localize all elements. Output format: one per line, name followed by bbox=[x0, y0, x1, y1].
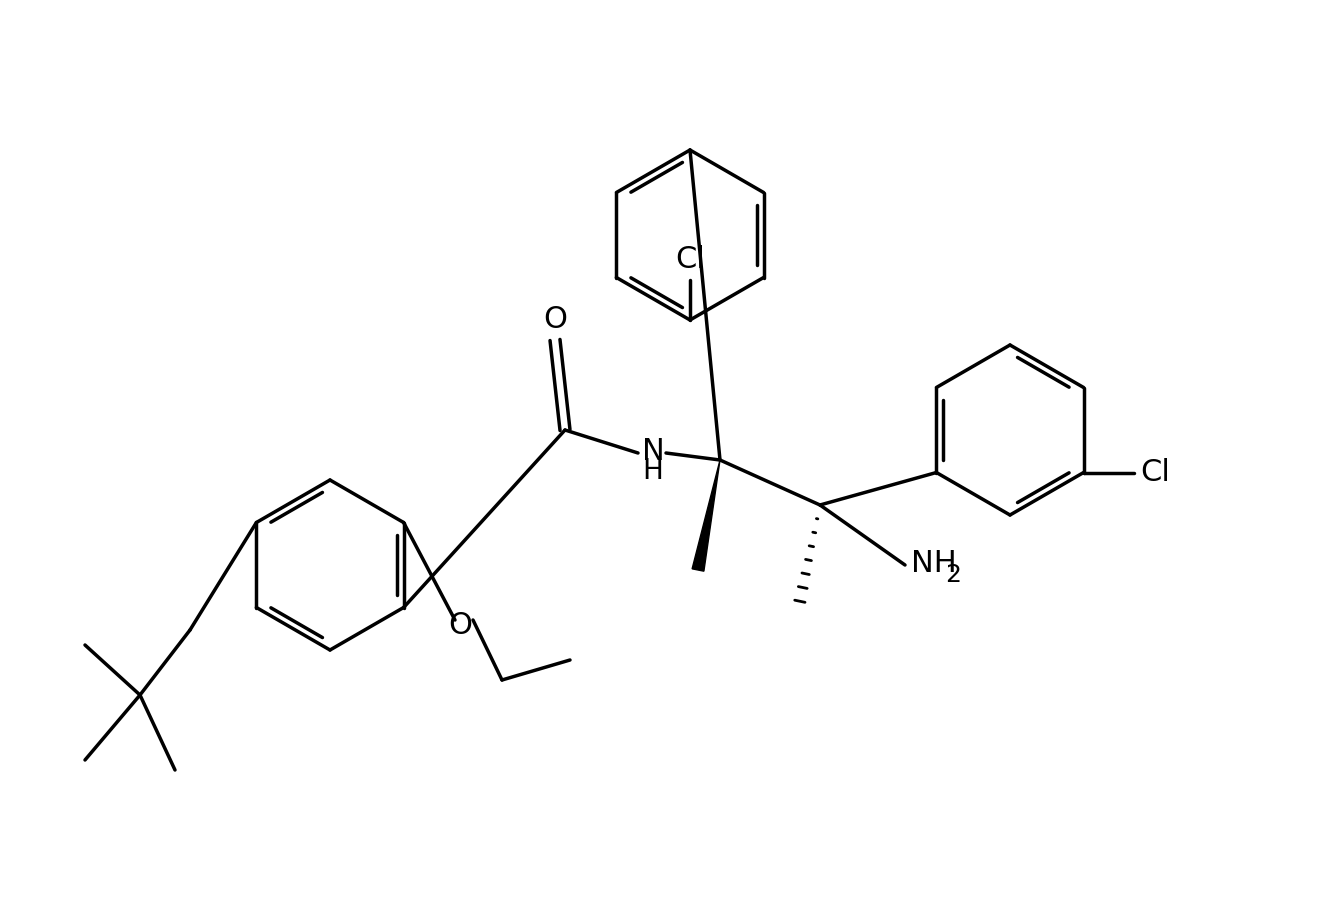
Text: 2: 2 bbox=[945, 563, 961, 587]
Text: H: H bbox=[642, 457, 664, 485]
Text: Cl: Cl bbox=[1141, 458, 1171, 487]
Polygon shape bbox=[692, 460, 720, 571]
Text: O: O bbox=[543, 306, 567, 335]
Text: N: N bbox=[641, 437, 664, 466]
Text: O: O bbox=[448, 611, 472, 640]
Text: Cl: Cl bbox=[675, 246, 705, 275]
Text: NH: NH bbox=[911, 549, 956, 578]
